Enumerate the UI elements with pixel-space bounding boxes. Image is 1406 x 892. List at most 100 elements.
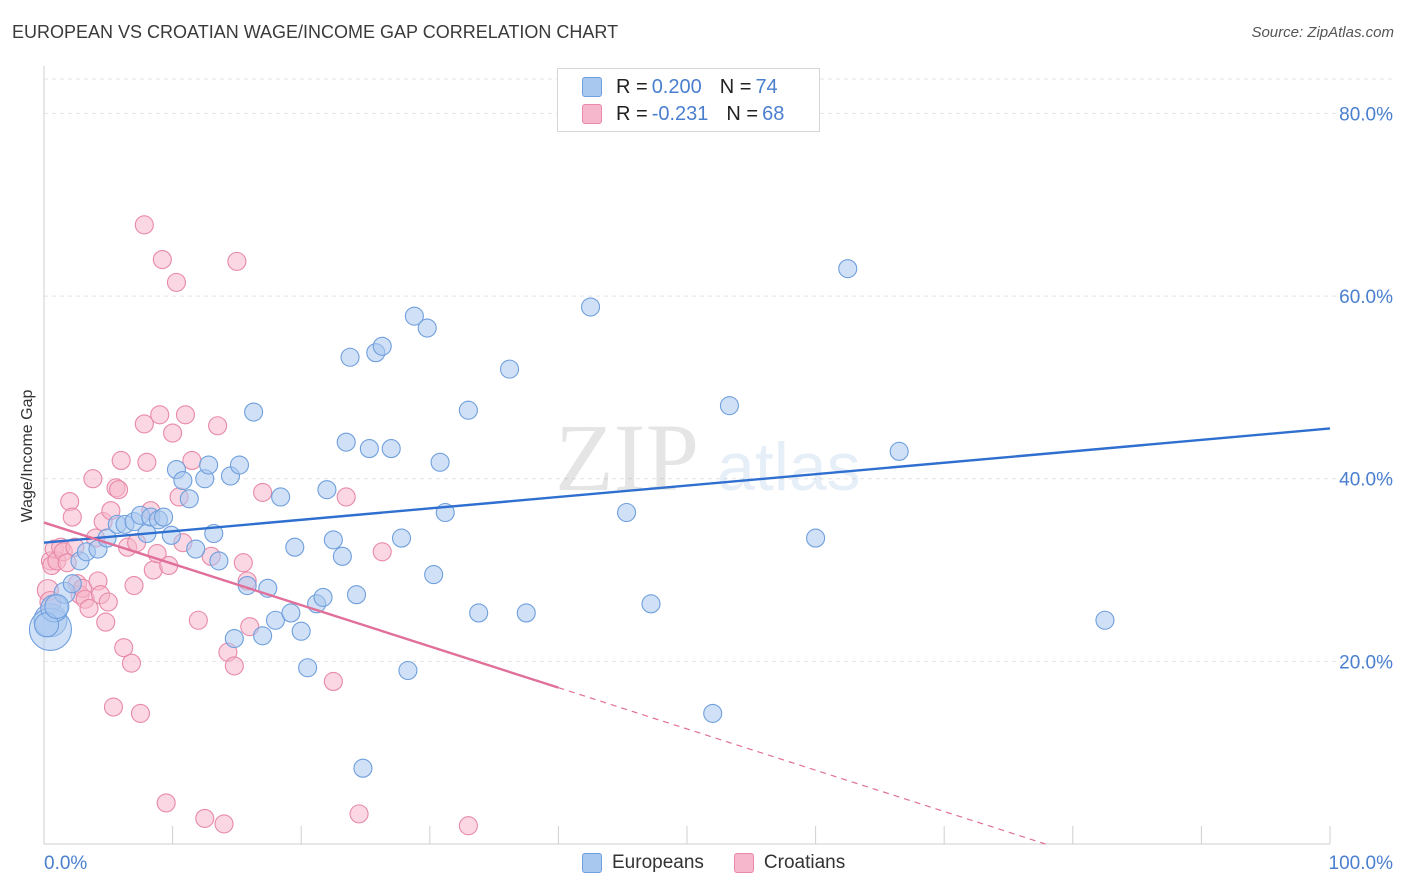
tick-labels: 20.0% 40.0% 60.0% 80.0% 0.0% 100.0% [44, 104, 1393, 874]
europeans-point [719, 396, 739, 416]
croatians-point [150, 405, 170, 425]
croatians-point [372, 542, 392, 562]
europeans-point [173, 470, 193, 491]
croatians-point [323, 671, 343, 691]
croatians-point [103, 697, 123, 717]
europeans-point [186, 539, 206, 559]
europeans-point [499, 359, 520, 379]
europeans-point [271, 487, 291, 507]
europeans-point [336, 432, 356, 452]
croatians-point [152, 249, 172, 270]
europeans-point [179, 489, 199, 509]
x-tick-label: 100.0% [1329, 853, 1394, 874]
europeans-point [391, 528, 412, 548]
stats-row-croatians: R = -0.231 N = 68 [582, 101, 784, 127]
croatians-trend-line [43, 521, 559, 689]
croatians-point [83, 469, 103, 489]
europeans-trend-line [43, 427, 1331, 544]
n-label: N = [719, 75, 752, 98]
croatians-point [336, 487, 356, 507]
europeans-point [265, 610, 286, 630]
europeans-point [889, 441, 909, 461]
croatians-point [182, 450, 202, 470]
europeans-point [253, 626, 273, 646]
stats-box: R = 0.200 N = 74 R = -0.231 N = 68 [557, 68, 820, 132]
watermark-zip: ZIP [555, 404, 699, 511]
legend: Europeans Croatians [582, 852, 875, 874]
europeans-point [281, 603, 301, 623]
legend-item-europeans[interactable]: Europeans [582, 852, 704, 874]
europeans-point [340, 347, 360, 367]
croatians-point [175, 405, 196, 425]
croatians-point [130, 703, 150, 723]
europeans-point [580, 297, 601, 317]
watermark: ZIP atlas [555, 404, 861, 511]
europeans-point [703, 703, 723, 723]
croatians-point [156, 793, 176, 813]
croatians-point [233, 553, 253, 573]
croatians-point [188, 610, 208, 630]
x-tick-label: 0.0% [44, 853, 87, 874]
europeans-point [381, 439, 401, 459]
y-tick-label: 60.0% [1339, 287, 1393, 308]
croatians-trend-extension [558, 687, 1046, 845]
europeans-point [161, 525, 181, 545]
trend-lines [43, 427, 1331, 845]
legend-item-croatians[interactable]: Croatians [733, 852, 845, 874]
chart-title: EUROPEAN VS CROATIAN WAGE/INCOME GAP COR… [12, 22, 619, 42]
croatians-point [163, 423, 183, 443]
r-label: R = [616, 102, 648, 125]
europeans-point [317, 480, 337, 500]
europeans-point [199, 455, 219, 475]
europeans-point [285, 537, 305, 557]
europeans-point [209, 551, 229, 571]
r-label: R = [616, 75, 648, 98]
europeans-point [617, 502, 637, 523]
croatians-point [62, 507, 82, 527]
croatians-point [109, 480, 129, 500]
croatians-point [114, 638, 134, 658]
y-tick-label: 40.0% [1339, 470, 1393, 491]
europeans-point [1095, 610, 1115, 630]
europeans-point [806, 528, 826, 548]
europeans-point [398, 660, 418, 681]
r-value: -0.231 [651, 102, 709, 125]
croatians-legend-swatch [733, 853, 754, 873]
europeans-point [404, 306, 424, 326]
europeans-point [154, 507, 174, 527]
europeans-point [332, 546, 352, 566]
europeans-point [44, 594, 70, 620]
n-value: 74 [755, 75, 778, 98]
r-value: 0.200 [651, 75, 702, 98]
croatians-point [208, 416, 228, 436]
croatians-point [214, 814, 234, 834]
croatians-point [240, 617, 260, 637]
n-label: N = [726, 102, 759, 125]
europeans-points [28, 259, 1115, 778]
europeans-point [469, 603, 489, 623]
europeans-point [458, 400, 478, 420]
axes [43, 66, 1331, 845]
europeans-point [224, 628, 244, 649]
europeans-point [346, 585, 367, 605]
croatians-point [137, 452, 157, 472]
europeans-swatch [582, 77, 602, 97]
croatians-point [134, 215, 154, 235]
europeans-point [430, 452, 450, 472]
watermark-atlas: atlas [717, 429, 861, 505]
europeans-point [641, 594, 661, 614]
croatians-point [349, 804, 369, 824]
croatians-point [224, 656, 244, 676]
europeans-point [244, 402, 264, 422]
europeans-point [417, 318, 437, 338]
stats-row-europeans: R = 0.200 N = 74 [582, 74, 778, 100]
europeans-point [291, 621, 311, 641]
croatians-point [79, 598, 99, 618]
croatians-point [124, 576, 144, 596]
croatians-point [98, 592, 118, 612]
europeans-point [353, 758, 373, 778]
croatians-point [195, 808, 215, 828]
europeans-point [516, 603, 536, 623]
croatians-point [121, 653, 141, 673]
croatians-point [60, 491, 80, 512]
